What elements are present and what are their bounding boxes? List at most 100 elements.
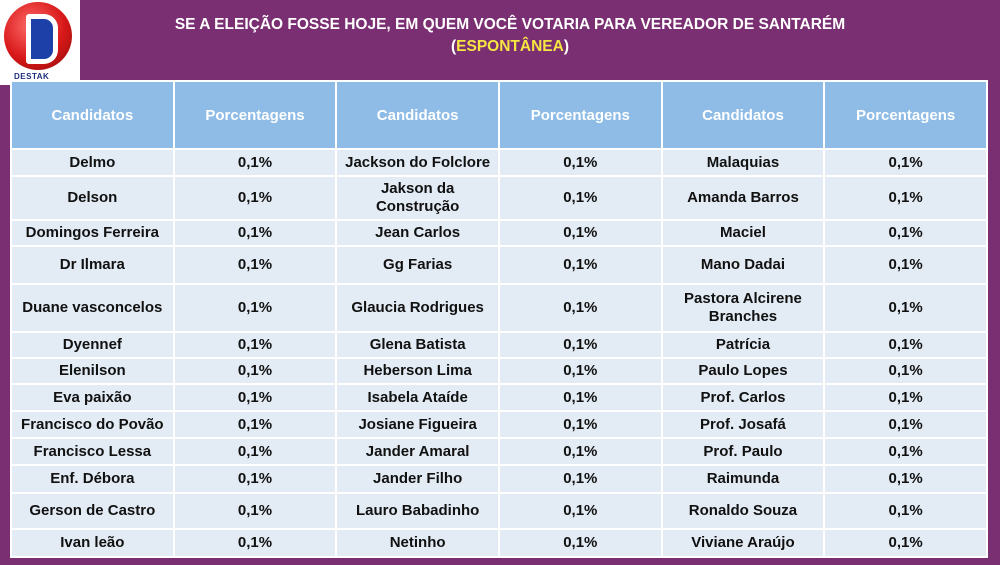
- table-row: Ivan leão 0,1% Netinho 0,1% Viviane Araújo 0,…: [10, 527, 988, 559]
- candidate-name-cell: Malaquias: [660, 147, 826, 178]
- percentage-cell: 0,1%: [172, 219, 338, 248]
- candidate-name-cell: Enf. Débora: [10, 464, 175, 494]
- table-row: Gerson de Castro 0,1% Lauro Babadinho 0,1% R…: [10, 491, 988, 530]
- percentage-cell: 0,1%: [823, 437, 988, 467]
- table-row: Dyennef 0,1% Glena Batista 0,1% Patrícia 0,1%: [10, 330, 988, 359]
- candidate-name-cell: Jander Amaral: [335, 437, 500, 467]
- candidate-name-cell: Jakson da Construção: [335, 175, 500, 222]
- candidate-name-cell: Delmo: [10, 147, 175, 178]
- percentage-cell: 0,1%: [172, 464, 338, 494]
- percentage-cell: 0,1%: [172, 491, 338, 530]
- candidate-name-cell: Duane vasconcelos: [10, 282, 175, 333]
- candidate-name-cell: Patrícia: [660, 330, 826, 359]
- percentage-cell: 0,1%: [497, 175, 663, 222]
- percentage-cell: 0,1%: [172, 175, 338, 222]
- percentage-cell: 0,1%: [823, 383, 988, 413]
- candidate-name-cell: Delson: [10, 175, 175, 222]
- candidate-name-cell: Glaucia Rodrigues: [335, 282, 500, 333]
- percentage-cell: 0,1%: [823, 245, 988, 285]
- candidate-name-cell: Josiane Figueira: [335, 410, 500, 440]
- candidate-name-cell: Paulo Lopes: [660, 356, 826, 386]
- candidate-name-cell: Gerson de Castro: [10, 491, 175, 530]
- percentage-cell: 0,1%: [823, 527, 988, 559]
- header-candidatos-3: Candidatos: [660, 80, 826, 150]
- header-porcentagens-3: Porcentagens: [823, 80, 988, 150]
- candidate-name-cell: Jackson do Folclore: [335, 147, 500, 178]
- candidate-name-cell: Francisco do Povão: [10, 410, 175, 440]
- percentage-cell: 0,1%: [172, 527, 338, 559]
- percentage-cell: 0,1%: [497, 282, 663, 333]
- candidate-name-cell: Eva paixão: [10, 383, 175, 413]
- percentage-cell: 0,1%: [497, 147, 663, 178]
- candidate-name-cell: Ivan leão: [10, 527, 175, 559]
- candidate-name-cell: Francisco Lessa: [10, 437, 175, 467]
- table-row: Delson 0,1% Jakson da Construção 0,1% Amanda…: [10, 175, 988, 222]
- table-row: Francisco Lessa 0,1% Jander Amaral 0,1% Prof…: [10, 437, 988, 467]
- percentage-cell: 0,1%: [497, 219, 663, 248]
- percentage-cell: 0,1%: [823, 147, 988, 178]
- candidate-name-cell: Netinho: [335, 527, 500, 559]
- candidate-name-cell: Ronaldo Souza: [660, 491, 826, 530]
- percentage-cell: 0,1%: [497, 437, 663, 467]
- logo-emblem-icon: [4, 2, 72, 70]
- candidate-name-cell: Isabela Ataíde: [335, 383, 500, 413]
- candidate-name-cell: Glena Batista: [335, 330, 500, 359]
- percentage-cell: 0,1%: [172, 147, 338, 178]
- percentage-cell: 0,1%: [823, 491, 988, 530]
- candidate-name-cell: Viviane Araújo: [660, 527, 826, 559]
- results-table: Candidatos Porcentagens Candidatos Porce…: [10, 80, 988, 559]
- percentage-cell: 0,1%: [497, 245, 663, 285]
- table-row: Duane vasconcelos 0,1% Glaucia Rodrigues 0,…: [10, 282, 988, 333]
- percentage-cell: 0,1%: [172, 356, 338, 386]
- percentage-cell: 0,1%: [172, 437, 338, 467]
- table-row: Elenilson 0,1% Heberson Lima 0,1% Paulo Lope…: [10, 356, 988, 386]
- percentage-cell: 0,1%: [823, 330, 988, 359]
- candidate-name-cell: Mano Dadai: [660, 245, 826, 285]
- percentage-cell: 0,1%: [497, 527, 663, 559]
- table-row: Domingos Ferreira 0,1% Jean Carlos 0,1% Maci…: [10, 219, 988, 248]
- percentage-cell: 0,1%: [823, 410, 988, 440]
- table-row: Eva paixão 0,1% Isabela Ataíde 0,1% Prof. Ca…: [10, 383, 988, 413]
- candidate-name-cell: Maciel: [660, 219, 826, 248]
- destak-logo: DESTAK: [0, 0, 80, 85]
- candidate-name-cell: Gg Farias: [335, 245, 500, 285]
- percentage-cell: 0,1%: [497, 383, 663, 413]
- percentage-cell: 0,1%: [823, 282, 988, 333]
- header-candidatos-1: Candidatos: [10, 80, 175, 150]
- candidate-name-cell: Jean Carlos: [335, 219, 500, 248]
- header-porcentagens-1: Porcentagens: [172, 80, 338, 150]
- logo-text: DESTAK: [14, 72, 50, 81]
- candidate-name-cell: Lauro Babadinho: [335, 491, 500, 530]
- percentage-cell: 0,1%: [172, 383, 338, 413]
- percentage-cell: 0,1%: [172, 410, 338, 440]
- percentage-cell: 0,1%: [823, 356, 988, 386]
- percentage-cell: 0,1%: [497, 410, 663, 440]
- title-line2: (ESPONTÂNEA): [110, 36, 910, 58]
- candidate-name-cell: Prof. Paulo: [660, 437, 826, 467]
- percentage-cell: 0,1%: [172, 245, 338, 285]
- header-candidatos-2: Candidatos: [335, 80, 500, 150]
- candidate-name-cell: Prof. Josafá: [660, 410, 826, 440]
- table-row: Enf. Débora 0,1% Jander Filho 0,1% Raimunda 0…: [10, 464, 988, 494]
- results-table-container: Candidatos Porcentagens Candidatos Porce…: [10, 80, 988, 559]
- percentage-cell: 0,1%: [823, 464, 988, 494]
- candidate-name-cell: Pastora Alcirene Branches: [660, 282, 826, 333]
- table-header-row: Candidatos Porcentagens Candidatos Porce…: [10, 80, 988, 150]
- percentage-cell: 0,1%: [172, 282, 338, 333]
- percentage-cell: 0,1%: [497, 491, 663, 530]
- percentage-cell: 0,1%: [497, 356, 663, 386]
- candidate-name-cell: Prof. Carlos: [660, 383, 826, 413]
- table-row: Delmo 0,1% Jackson do Folclore 0,1% Malaquia…: [10, 147, 988, 178]
- title-highlight: ESPONTÂNEA: [456, 38, 564, 55]
- table-row: Dr Ilmara 0,1% Gg Farias 0,1% Mano Dadai 0,1%: [10, 245, 988, 285]
- candidate-name-cell: Amanda Barros: [660, 175, 826, 222]
- percentage-cell: 0,1%: [823, 219, 988, 248]
- header-porcentagens-2: Porcentagens: [497, 80, 663, 150]
- page-title: SE A ELEIÇÃO FOSSE HOJE, EM QUEM VOCÊ VO…: [110, 14, 910, 58]
- percentage-cell: 0,1%: [497, 330, 663, 359]
- candidate-name-cell: Domingos Ferreira: [10, 219, 175, 248]
- percentage-cell: 0,1%: [823, 175, 988, 222]
- title-close-paren: ): [563, 38, 569, 55]
- table-row: Francisco do Povão 0,1% Josiane Figueira 0,…: [10, 410, 988, 440]
- title-open-paren: (: [451, 38, 457, 55]
